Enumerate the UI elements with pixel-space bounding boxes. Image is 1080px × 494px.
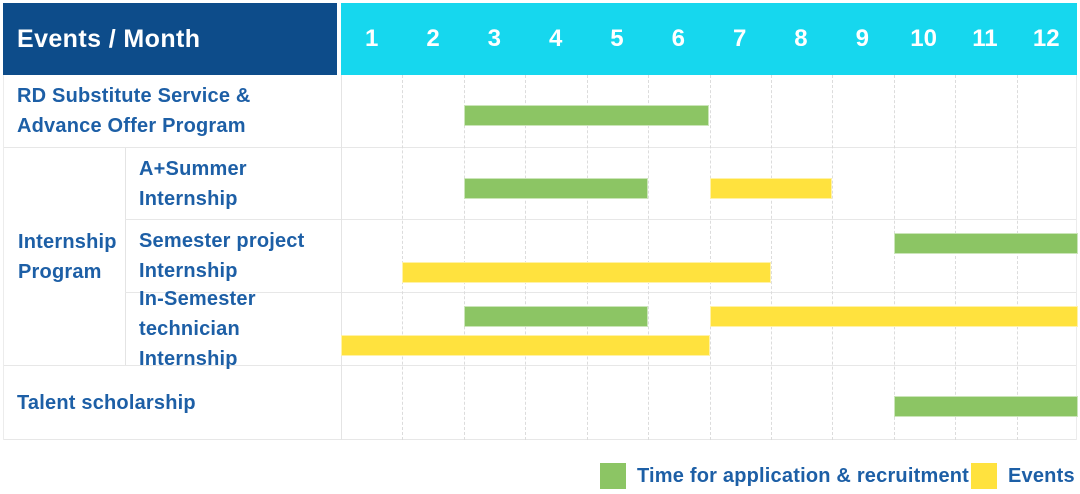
- month-gridline: [955, 75, 957, 440]
- month-gridline: [463, 75, 465, 440]
- month-gridline: [770, 75, 772, 440]
- gantt-table: Events / Month 1 2 3 4 5 6 7 8 9 10 11 12 RD Substi…: [3, 3, 1078, 440]
- gantt-row: Semester project Internship: [4, 220, 1078, 293]
- month-label: 8: [794, 25, 808, 52]
- gantt-row: A+Summer Internship: [4, 148, 1076, 220]
- gantt-bar-green: [463, 178, 649, 199]
- month-gridline: [1016, 75, 1018, 440]
- month-label: 11: [972, 25, 998, 52]
- month-gridline: [586, 75, 588, 440]
- gantt-bar-green: [893, 233, 1078, 254]
- legend-swatch-yellow: [971, 463, 997, 489]
- legend-label: Events: [1008, 464, 1075, 487]
- month-label: 6: [671, 25, 685, 52]
- month-gridline: [402, 75, 404, 440]
- row-label: Talent scholarship: [17, 391, 196, 414]
- gantt-bar-yellow: [402, 262, 771, 283]
- gantt-bar-yellow: [709, 178, 833, 199]
- month-label: 1: [364, 25, 379, 52]
- row-label: Semester project Internship: [125, 220, 341, 292]
- month-gridline: [525, 75, 527, 440]
- gantt-body: RD Substitute Service & Advance Offer Pro…: [3, 75, 1078, 440]
- month-header-row: 1 2 3 4 5 6 7 8 9 10 11 12: [341, 3, 1077, 75]
- legend-label: Time for application & recruitment: [637, 464, 970, 487]
- month-label: 10: [910, 25, 937, 52]
- row-label: A+Summer Internship: [125, 148, 341, 219]
- month-gridline: [893, 75, 895, 440]
- gantt-bar-yellow: [709, 306, 1078, 327]
- legend-swatch-green: [600, 463, 626, 489]
- month-label: 4: [548, 25, 563, 52]
- gantt-row: RD Substitute Service & Advance Offer Pro…: [4, 75, 1076, 148]
- gantt-bar-green: [893, 396, 1078, 417]
- gantt-bar-green: [463, 105, 710, 126]
- month-gridline: [832, 75, 834, 440]
- gantt-bar-green: [463, 306, 649, 327]
- legend-item-events: Events: [971, 463, 1075, 489]
- gantt-row: In-Semester technician Internship: [4, 288, 1078, 370]
- month-label: 2: [426, 25, 440, 52]
- month-label: 7: [732, 25, 747, 52]
- row-label: RD Substitute Service & Advance Offer Pro…: [17, 85, 251, 137]
- table-title: Events / Month: [17, 24, 201, 53]
- row-label: In-Semester technician Internship: [125, 288, 341, 370]
- month-gridline: [709, 75, 711, 440]
- gantt-row: Talent scholarship: [4, 366, 1078, 440]
- month-label: 5: [610, 25, 624, 52]
- legend-item-application: Time for application & recruitment: [600, 463, 969, 489]
- table-header-title-cell: Events / Month: [3, 3, 337, 75]
- month-label: 9: [855, 25, 869, 52]
- month-label: 12: [1032, 25, 1060, 52]
- label-column-border: [341, 75, 342, 440]
- gantt-bar-yellow: [341, 335, 710, 356]
- month-label: 3: [487, 25, 501, 52]
- month-gridline: [648, 75, 650, 440]
- group-cell-internship-program: Internship Program: [4, 148, 125, 365]
